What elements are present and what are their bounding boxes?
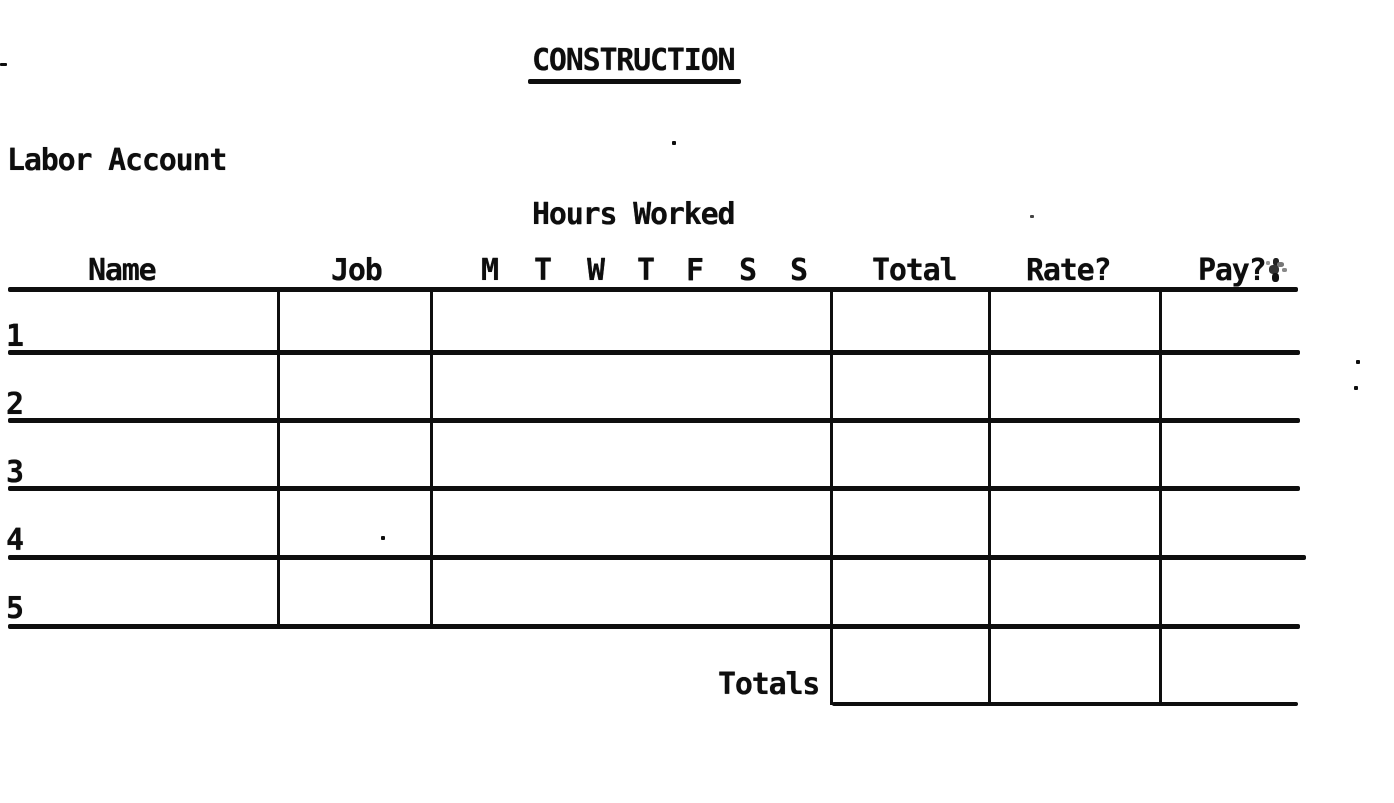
table-border-row5 [8,624,1300,629]
table-border-row1 [8,350,1300,355]
column-header-day-wed: W [587,253,605,288]
table-caption: Hours Worked [532,197,736,232]
table-divider-name-job [277,290,280,626]
row-number-4: 4 [6,523,24,558]
table-row [8,292,1300,355]
scan-speck [1030,215,1034,218]
column-header-pay: Pay? [1198,253,1267,288]
title-underline [528,79,741,84]
table-border-header [8,287,1298,292]
table-divider-hours-total [830,290,833,705]
table-divider-total-rate [988,290,991,705]
column-header-day-tue: T [534,253,552,288]
scan-speck [672,141,676,145]
column-header-rate: Rate? [1026,253,1112,288]
page-title: CONSTRUCTION [532,43,736,78]
totals-label: Totals [718,667,820,702]
table-row [8,355,1300,418]
column-header-total: Total [872,253,958,288]
account-heading: Labor Account [7,143,227,178]
row-number-2: 2 [6,387,24,422]
column-header-day-thu: T [637,253,655,288]
table-border-row4 [8,555,1306,560]
row-number-1: 1 [6,319,24,354]
table-divider-job-hours [430,290,433,626]
table-row [8,560,1300,623]
table-row [8,491,1300,554]
table-border-row3 [8,486,1300,491]
table-row [8,423,1300,486]
column-header-day-sat: S [739,253,757,288]
ink-smudge [1263,256,1291,288]
column-header-day-mon: M [481,253,499,288]
row-number-3: 3 [6,455,24,490]
table-border-totals-bottom [832,702,1298,706]
column-header-job: Job [331,253,383,288]
column-header-day-fri: F [686,253,704,288]
column-header-name: Name [88,253,157,288]
table-divider-rate-pay [1159,290,1162,705]
row-number-5: 5 [6,591,24,626]
table-border-row2 [8,418,1300,423]
scan-speck [1356,360,1360,364]
scan-speck [381,536,385,540]
scan-speck [0,63,7,66]
scan-speck [1354,386,1358,390]
column-header-day-sun: S [790,253,808,288]
